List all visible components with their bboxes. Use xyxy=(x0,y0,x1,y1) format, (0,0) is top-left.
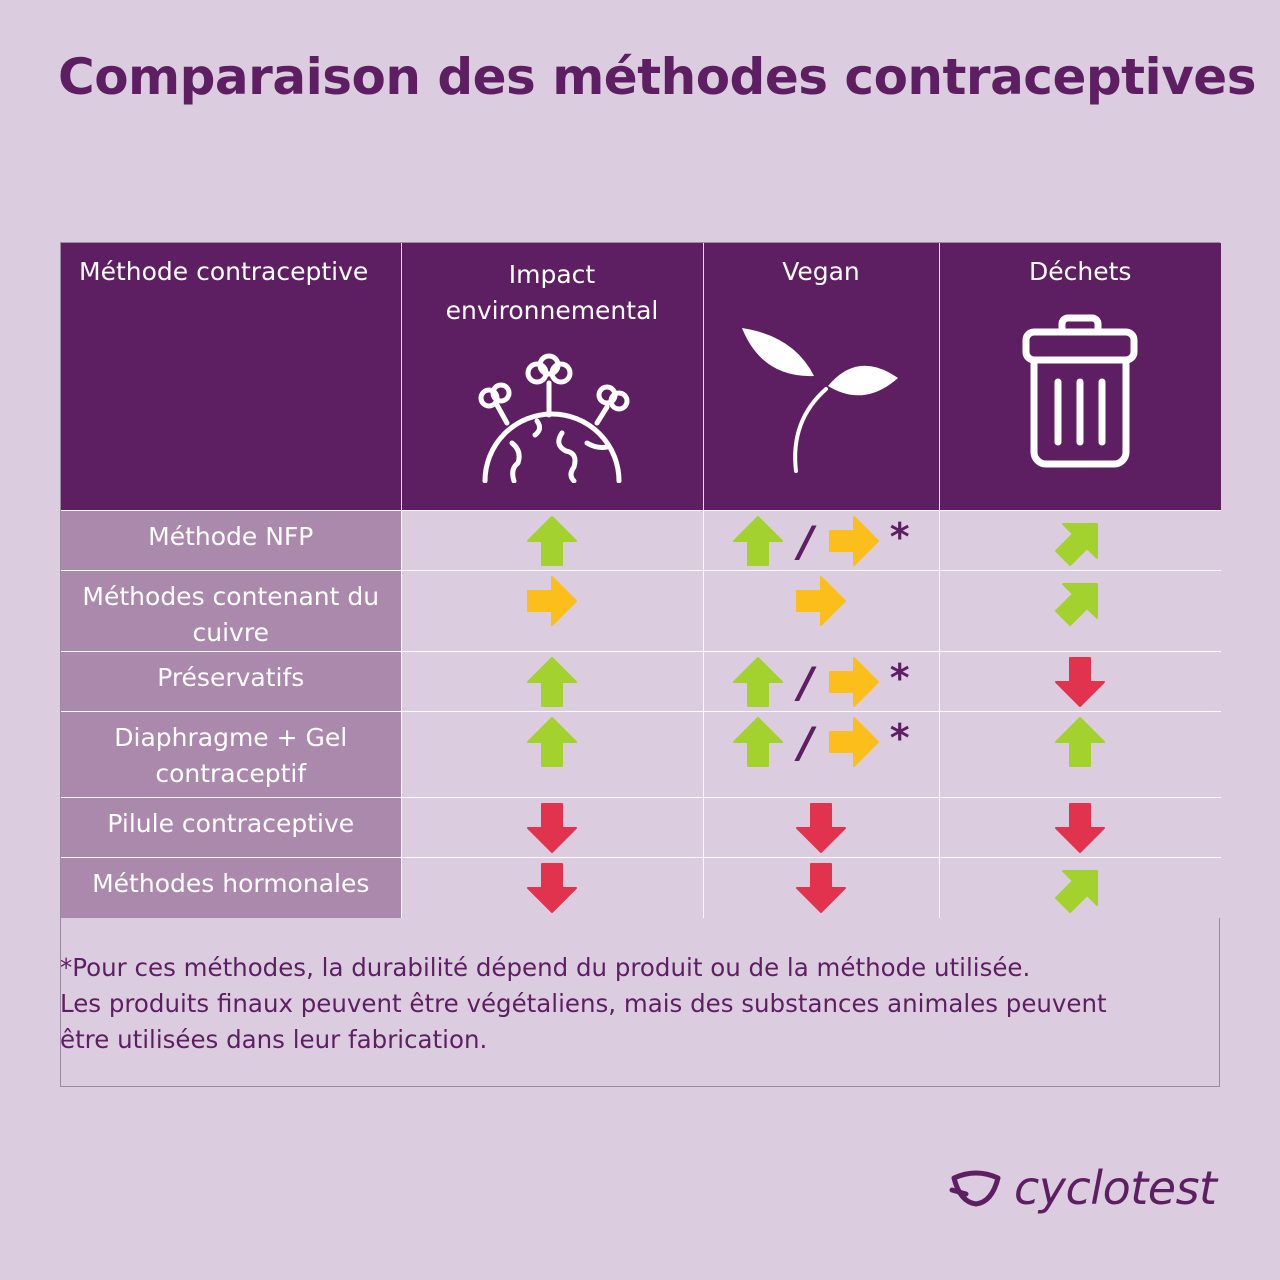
footnote: *Pour ces méthodes, la durabilité dépend… xyxy=(60,950,1210,1058)
cyclotest-logo-icon xyxy=(949,1170,1001,1207)
arrow-up-icon xyxy=(733,516,784,566)
arrow-up-icon xyxy=(733,657,784,707)
table-row: Préservatifs / * xyxy=(61,651,1221,712)
trash-can-icon xyxy=(1022,314,1138,468)
table-row: Méthodes contenant du cuivre xyxy=(61,570,1221,652)
arrow-right-icon xyxy=(828,657,879,707)
waste-cell xyxy=(938,651,1221,712)
arrow-right-icon xyxy=(828,717,879,767)
footnote-line-1: *Pour ces méthodes, la durabilité dépend… xyxy=(60,953,1031,982)
header-method: Méthode contraceptive xyxy=(61,243,401,511)
impact-cell xyxy=(400,651,703,712)
arrow-up-icon xyxy=(1055,717,1106,767)
vegan-cell: / * xyxy=(702,711,939,798)
impact-cell xyxy=(400,797,703,858)
slash-separator: / xyxy=(798,516,814,566)
vegan-cell xyxy=(702,570,939,652)
method-label: Méthode NFP xyxy=(61,510,401,571)
arrow-down-icon xyxy=(527,863,577,913)
method-label: Préservatifs xyxy=(61,651,401,712)
arrow-right-icon xyxy=(527,576,577,626)
arrow-down-icon xyxy=(527,803,577,853)
arrow-up-icon xyxy=(527,516,577,566)
table-row: Pilule contraceptive xyxy=(61,797,1221,858)
slash-separator: / xyxy=(798,717,814,767)
waste-cell xyxy=(938,711,1221,798)
arrow-up-icon xyxy=(733,717,784,767)
arrow-up-right-icon xyxy=(1055,583,1099,627)
asterisk: * xyxy=(889,716,910,760)
arrow-up-icon xyxy=(527,657,577,707)
method-label: Méthodes contenant du cuivre xyxy=(61,570,401,652)
arrow-down-icon xyxy=(1055,803,1106,853)
footnote-line-3: être utilisées dans leur fabrication. xyxy=(60,1025,488,1054)
impact-cell xyxy=(400,711,703,798)
header-vegan-label: Vegan xyxy=(782,257,860,286)
header-vegan: Vegan xyxy=(702,243,939,511)
comparison-table: Méthode contraceptive Impact environneme… xyxy=(60,242,1221,1087)
header-impact: Impact environnemental xyxy=(400,243,703,511)
vegan-cell xyxy=(702,797,939,858)
vegan-cell: / * xyxy=(702,651,939,712)
table-row: Méthodes hormonales xyxy=(61,857,1221,918)
page-title: Comparaison des méthodes contraceptives xyxy=(58,48,1256,106)
arrow-down-icon xyxy=(796,803,846,853)
impact-cell xyxy=(400,570,703,652)
header-impact-label: Impact environnemental xyxy=(445,260,659,325)
slash-separator: / xyxy=(798,657,814,707)
table-row: Méthode NFP / * xyxy=(61,510,1221,571)
header-method-label: Méthode contraceptive xyxy=(79,257,369,286)
arrow-down-icon xyxy=(1055,657,1106,707)
method-label: Méthodes hormonales xyxy=(61,857,401,918)
arrow-right-icon xyxy=(796,576,846,626)
asterisk: * xyxy=(889,656,910,700)
vegan-cell: / * xyxy=(702,510,939,571)
waste-cell xyxy=(938,797,1221,858)
asterisk: * xyxy=(889,515,910,559)
arrow-right-icon xyxy=(828,516,879,566)
arrow-up-icon xyxy=(527,717,577,767)
waste-cell xyxy=(938,510,1221,571)
sprout-icon xyxy=(742,328,898,473)
cyclotest-logo: cyclotest xyxy=(948,1158,1217,1218)
waste-cell xyxy=(938,570,1221,652)
header-waste: Déchets xyxy=(938,243,1221,511)
header-waste-label: Déchets xyxy=(1029,257,1132,286)
footnote-line-2: Les produits finaux peuvent être végétal… xyxy=(60,989,1107,1018)
method-label: Pilule contraceptive xyxy=(61,797,401,858)
waste-cell xyxy=(938,857,1221,918)
table-row: Diaphragme + Gel contraceptif / * xyxy=(61,711,1221,798)
arrow-down-icon xyxy=(796,863,846,913)
arrow-up-right-icon xyxy=(1055,523,1099,567)
logo-text: cyclotest xyxy=(1014,1161,1217,1215)
vegan-cell xyxy=(702,857,939,918)
method-label: Diaphragme + Gel contraceptif xyxy=(61,711,401,798)
arrow-up-right-icon xyxy=(1055,870,1099,914)
earth-trees-icon xyxy=(478,353,630,483)
impact-cell xyxy=(400,857,703,918)
impact-cell xyxy=(400,510,703,571)
